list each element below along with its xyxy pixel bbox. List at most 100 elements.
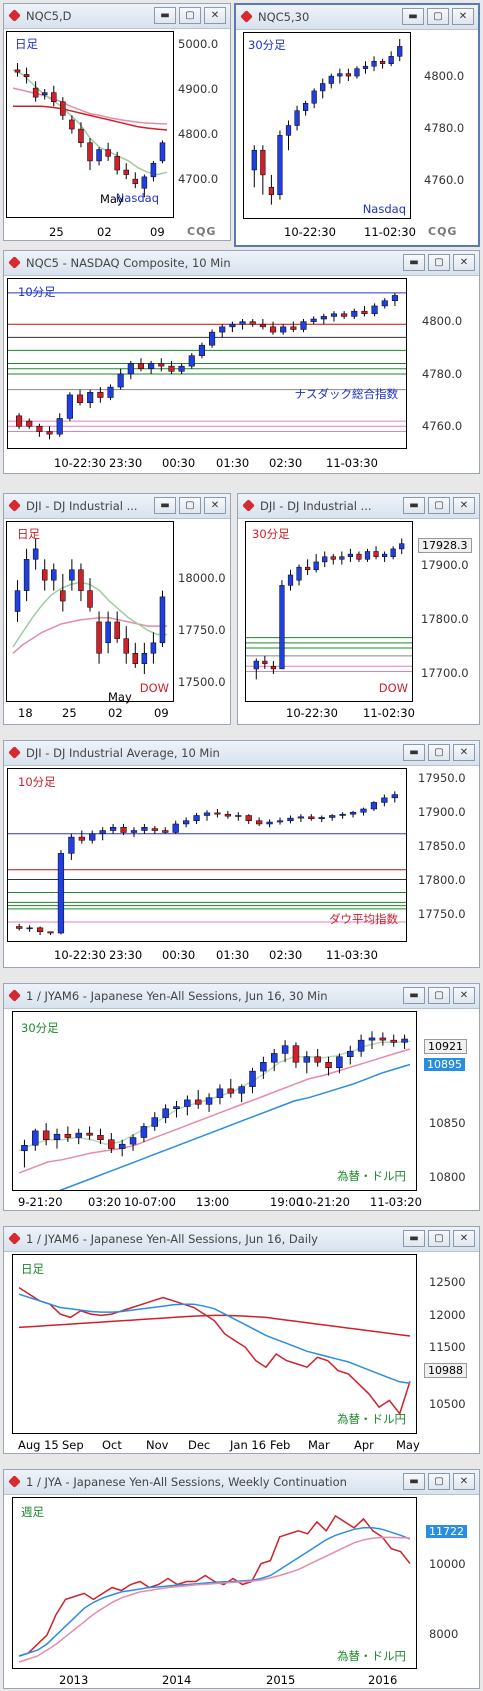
x-tick: Apr [354,1438,374,1452]
candle-body [356,553,362,560]
candle-body [320,83,326,92]
window-title: NQC5,D [26,9,72,23]
minimize-button[interactable]: ▬ [402,8,424,25]
symbol-label: DOW [139,681,169,695]
candle-body [87,392,94,403]
close-button[interactable]: ✕ [204,7,226,24]
maximize-button[interactable]: ▢ [179,7,201,24]
minimize-button[interactable]: ▬ [403,1473,425,1490]
candle-body [151,828,158,831]
title-bar[interactable]: NQC5,D ▬ ▢ ✕ [4,4,230,29]
candle-body [311,90,317,104]
symbol-label: ナスダック総合指数 [294,387,399,401]
y-tick: 12500 [429,1275,466,1289]
minimize-button[interactable]: ▬ [154,7,176,24]
candle-body [129,1137,137,1145]
plot-area[interactable]: 日足 為替・ドル円 [12,1254,417,1434]
candle-body [26,927,33,930]
plot-area[interactable]: 日足 DOW [6,521,174,702]
minimize-button[interactable]: ▬ [403,744,425,761]
maximize-button[interactable]: ▢ [428,254,450,271]
plot-area[interactable]: 30分足 DOW [245,521,413,702]
candle-body [14,69,21,73]
plot-area[interactable]: 10分足 ダウ平均指数 [7,768,407,942]
candle-body [347,1050,354,1057]
symbol-label: DOW [378,681,408,695]
maximize-button[interactable]: ▢ [428,497,450,514]
close-button[interactable]: ✕ [453,744,475,761]
candle-body [41,92,48,96]
window-dji-10min: DJI - DJ Industrial Average, 10 Min ▬ ▢ ✕ … [3,740,480,968]
y-tick: 17500.0 [178,675,226,689]
candle-body [96,621,102,654]
title-bar[interactable]: 1 / JYAM6 - Japanese Yen-All Sessions, J… [4,1227,479,1252]
series-line-ma-mid [18,1293,411,1384]
close-button[interactable]: ✕ [204,497,226,514]
title-bar[interactable]: NQC5 - NASDAQ Composite, 10 Min ▬ ▢ ✕ [4,251,479,276]
plot-area[interactable]: 日足 Nasdaq [6,31,174,218]
maximize-button[interactable]: ▢ [427,8,449,25]
title-bar[interactable]: DJI - DJ Industrial ... ▬ ▢ ✕ [238,494,479,519]
y-tick: 17750.0 [178,623,226,637]
x-tick: 11-03:30 [326,948,378,962]
candle-body [266,821,273,825]
candle-body [339,813,346,816]
candle-body [162,830,169,833]
close-button[interactable]: ✕ [452,8,474,25]
x-tick: 23:30 [109,948,143,962]
candle-body [268,187,274,195]
candle-body [371,60,377,67]
x-tick: 00:30 [162,948,196,962]
minimize-button[interactable]: ▬ [403,987,425,1004]
close-button[interactable]: ✕ [453,497,475,514]
title-bar[interactable]: 1 / JYAM6 - Japanese Yen-All Sessions, J… [4,984,479,1009]
candle-body [370,802,378,810]
last-price-tag: 10988 [424,1363,467,1378]
last-price-tag: 11722 [426,1525,467,1538]
minimize-button[interactable]: ▬ [403,254,425,271]
plot-area[interactable]: 週足 為替・ドル円 [12,1497,417,1669]
candle-body [362,65,369,69]
series-line-ma1 [18,1527,411,1657]
candle-body [89,833,96,841]
candle-body [347,553,353,557]
series-line-ma2 [18,1536,411,1663]
x-tick: 9-21:20 [18,1195,63,1209]
candle-body [60,101,66,116]
candle-body [172,823,179,833]
minimize-button[interactable]: ▬ [403,497,425,514]
close-button[interactable]: ✕ [453,254,475,271]
window-title: DJI - DJ Industrial ... [26,499,138,513]
maximize-button[interactable]: ▢ [428,744,450,761]
title-bar[interactable]: DJI - DJ Industrial Average, 10 Min ▬ ▢ ✕ [4,741,479,766]
maximize-button[interactable]: ▢ [428,1230,450,1247]
maximize-button[interactable]: ▢ [179,497,201,514]
chart-label: 10分足 [18,775,56,789]
title-bar[interactable]: NQC5,30 ▬ ▢ ✕ [236,5,478,30]
candle-body [141,176,148,189]
title-bar[interactable]: 1 / JYA - Japanese Yen-All Sessions, Wee… [4,1470,479,1495]
maximize-button[interactable]: ▢ [428,987,450,1004]
minimize-button[interactable]: ▬ [403,1230,425,1247]
plot-area[interactable]: 30分足 Nasdaq [243,32,411,219]
title-bar[interactable]: DJI - DJ Industrial ... ▬ ▢ ✕ [4,494,230,519]
plot-area[interactable]: 30分足 為替・ドル円 [12,1011,417,1191]
candle-body [310,318,317,322]
maximize-button[interactable]: ▢ [428,1473,450,1490]
minimize-button[interactable]: ▬ [154,497,176,514]
x-tick: 10-22:30 [284,225,336,239]
x-tick: 10-22:30 [54,948,106,962]
candle-body [303,1056,311,1063]
close-button[interactable]: ✕ [453,1473,475,1490]
plot-area[interactable]: 10分足 ナスダック総合指数 [7,278,407,449]
candle-body [227,1088,235,1094]
x-tick: Jan 16 [230,1438,267,1452]
close-button[interactable]: ✕ [453,987,475,1004]
candle-body [53,1133,61,1140]
chart-label: 10分足 [18,285,56,299]
x-tick: Mar [308,1438,330,1452]
candle-body [141,653,148,664]
close-button[interactable]: ✕ [453,1230,475,1247]
candle-body [47,931,54,934]
candle-body [305,566,311,570]
